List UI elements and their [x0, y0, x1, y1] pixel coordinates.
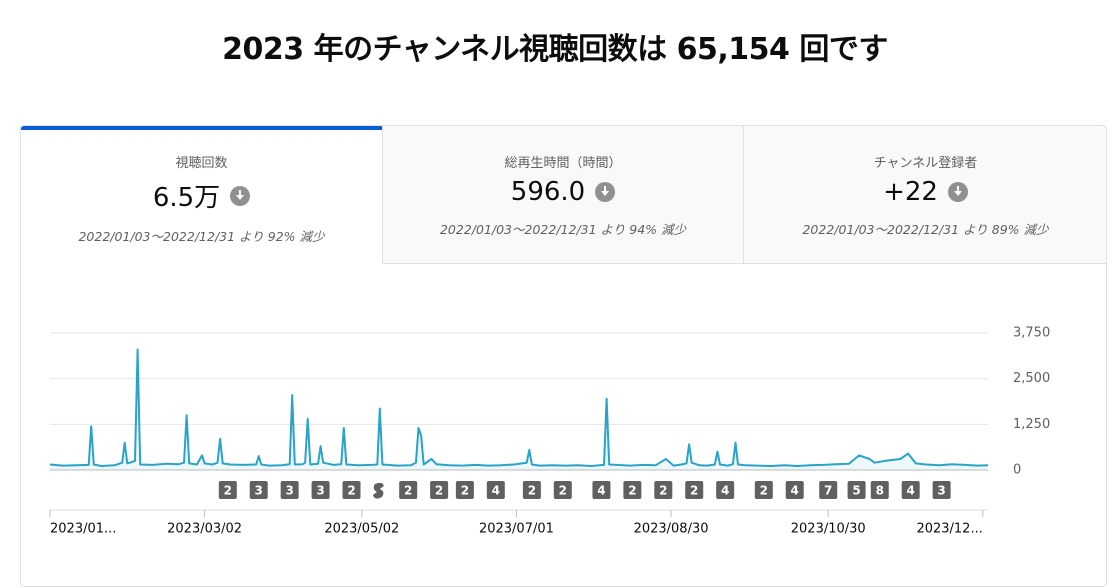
metric-label: 視聴回数 — [175, 156, 228, 171]
y-tick-label: 2,500 — [1013, 371, 1050, 386]
video-marker-label: 2 — [435, 484, 443, 498]
metric-comparison: 2022/01/03～2022/12/31 より 94% 減少 — [439, 222, 687, 237]
video-marker — [486, 481, 505, 499]
x-tick-label: 2023/12... — [916, 522, 982, 537]
video-marker — [685, 481, 704, 499]
x-tick-label: 2023/01... — [50, 522, 116, 537]
y-tick-label: 1,250 — [1013, 417, 1050, 432]
video-marker-label: 2 — [224, 484, 232, 498]
video-marker-label: 3 — [937, 484, 945, 498]
video-marker — [342, 481, 361, 499]
video-marker — [455, 481, 474, 499]
video-marker-label: 4 — [721, 484, 729, 498]
video-marker-label: 2 — [559, 484, 567, 498]
page-title: 2023 年のチャンネル視聴回数は 65,154 回です — [222, 32, 888, 67]
x-tick-label: 2023/10/30 — [791, 522, 866, 537]
video-marker — [592, 481, 611, 499]
video-marker-label: 2 — [404, 484, 412, 498]
metric-value: 6.5万 — [152, 183, 221, 213]
shorts-marker — [372, 482, 384, 499]
video-marker — [522, 481, 541, 499]
down-icon — [230, 185, 251, 206]
metric-tab[interactable]: チャンネル登録者 +22 2022/01/03～2022/12/31 より 89… — [743, 126, 1106, 264]
video-marker — [280, 481, 299, 499]
video-marker-label: 2 — [760, 484, 768, 498]
metric-label: チャンネル登録者 — [873, 156, 978, 171]
metric-tab[interactable]: 視聴回数 6.5万 2022/01/03～2022/12/31 より 92% 減… — [21, 126, 382, 264]
metric-label: 総再生時間（時間） — [504, 156, 622, 171]
video-marker — [430, 481, 449, 499]
video-marker-label: 4 — [597, 484, 605, 498]
video-marker — [901, 481, 920, 499]
video-marker — [754, 481, 773, 499]
video-marker-label: 2 — [461, 484, 469, 498]
video-marker-label: 5 — [852, 484, 860, 498]
video-marker — [847, 481, 866, 499]
video-marker — [623, 481, 642, 499]
video-marker — [932, 481, 951, 499]
x-tick-label: 2023/05/02 — [324, 522, 399, 537]
down-icon — [595, 182, 616, 202]
video-marker — [249, 481, 268, 499]
video-marker-label: 4 — [791, 484, 799, 498]
video-marker — [399, 481, 418, 499]
video-marker-label: 2 — [690, 484, 698, 498]
video-marker — [218, 481, 237, 499]
video-marker-label: 7 — [824, 484, 832, 498]
video-marker — [785, 481, 804, 499]
video-marker — [870, 481, 889, 499]
video-marker-label: 2 — [659, 484, 667, 498]
video-marker-label: 2 — [528, 484, 536, 498]
video-marker-label: 3 — [285, 484, 293, 498]
metric-tab[interactable]: 総再生時間（時間） 596.0 2022/01/03～2022/12/31 より… — [382, 126, 743, 264]
video-marker — [716, 481, 735, 499]
video-marker — [311, 481, 330, 499]
metric-comparison: 2022/01/03～2022/12/31 より 89% 減少 — [802, 222, 1049, 237]
x-tick-label: 2023/03/02 — [167, 522, 242, 537]
video-marker-label: 2 — [347, 484, 355, 498]
video-marker-label: 3 — [255, 484, 263, 498]
metric-comparison: 2022/01/03～2022/12/31 より 92% 減少 — [78, 229, 325, 244]
down-icon — [947, 182, 968, 202]
page: {"header":{"title":"2023 年のチャンネル視聴回数は 65… — [20, 32, 1107, 587]
y-tick-label: 3,750 — [1013, 326, 1050, 341]
video-marker-label: 4 — [907, 484, 915, 498]
analytics-card: 視聴回数 6.5万 2022/01/03～2022/12/31 より 92% 減… — [20, 125, 1107, 587]
line — [49, 348, 989, 467]
metric-value: +22 — [883, 177, 938, 207]
video-marker — [553, 481, 572, 499]
x-tick-label: 2023/08/30 — [634, 522, 709, 537]
video-marker-label: 4 — [492, 484, 500, 498]
video-marker — [654, 481, 673, 499]
video-marker-label: 2 — [628, 484, 636, 498]
video-marker-label: 3 — [316, 484, 324, 498]
x-tick-label: 2023/07/01 — [479, 522, 554, 537]
area — [50, 349, 988, 470]
metric-value: 596.0 — [510, 177, 586, 207]
video-marker-label: 8 — [876, 484, 884, 498]
y-tick-label: 0 — [1013, 463, 1021, 478]
chart: 0 1,250 2,500 3,750 2 3 3 3 2 2 2 2 4 2 2 4 2 2 2 4 2 4 7 5 8 4 3 2… — [49, 326, 1050, 537]
video-marker — [819, 481, 838, 499]
